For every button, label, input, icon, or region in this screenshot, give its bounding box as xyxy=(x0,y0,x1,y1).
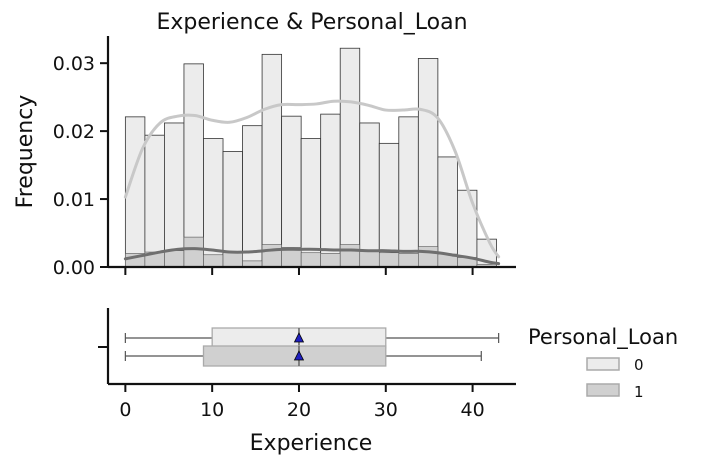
histogram-bar-series-1-bin-12 xyxy=(359,251,380,268)
box-mean-marker-series-1 xyxy=(293,350,305,361)
box-mean-marker-series-0 xyxy=(293,332,305,343)
y-tick-label: 0.02 xyxy=(53,121,95,143)
histogram-bar-series-0-bin-14 xyxy=(398,116,419,268)
histogram-bar-series-0-bin-1 xyxy=(144,134,165,268)
x-tick-label: 20 xyxy=(287,399,311,421)
legend-label-1: 1 xyxy=(634,383,644,401)
histogram-bar-series-1-bin-4 xyxy=(203,254,224,268)
histogram-panel: 0.00 0.01 0.02 0.03 xyxy=(53,36,516,279)
legend-label-0: 0 xyxy=(634,356,644,374)
histogram-bar-series-0-bin-12 xyxy=(359,122,380,268)
histogram-bar-series-0-bin-10 xyxy=(320,113,341,268)
histogram-bar-series-0-bin-2 xyxy=(164,122,185,268)
histogram-bar-series-0-bin-5 xyxy=(222,151,243,268)
histogram-bar-series-1-bin-7 xyxy=(261,244,282,268)
histogram-bar-series-0-bin-11 xyxy=(339,47,361,268)
kde-line-series-0 xyxy=(123,99,501,259)
y-tick-label: 0.00 xyxy=(53,257,95,279)
chart-title: Experience & Personal_Loan xyxy=(156,10,467,35)
x-tick-label: 0 xyxy=(119,399,131,421)
box-iqr-series-1 xyxy=(202,345,387,367)
histogram-bar-series-1-bin-15 xyxy=(418,246,439,268)
histogram-bar-series-1-bin-11 xyxy=(339,244,361,268)
histogram-bar-series-0-bin-6 xyxy=(242,125,263,268)
kde-line-series-1 xyxy=(123,247,501,266)
histogram-bar-series-0-bin-9 xyxy=(300,138,322,268)
histogram-bar-series-1-bin-10 xyxy=(320,253,341,268)
histogram-bar-series-0-bin-8 xyxy=(281,115,302,268)
histogram-bar-series-0-bin-16 xyxy=(437,156,458,268)
legend-title: Personal_Loan xyxy=(528,325,678,350)
histogram-bar-series-0-bin-4 xyxy=(203,138,224,268)
legend-swatch-1 xyxy=(586,383,620,397)
histogram-bar-series-0-bin-15 xyxy=(417,58,439,268)
histogram-bar-series-0-bin-13 xyxy=(378,142,400,268)
x-tick-label: 40 xyxy=(461,399,485,421)
histogram-bar-series-0-bin-7 xyxy=(261,53,283,268)
histogram-bar-series-1-bin-3 xyxy=(183,236,204,268)
x-tick-label: 10 xyxy=(200,399,224,421)
histogram-bar-series-1-bin-13 xyxy=(378,252,400,268)
legend: Personal_Loan 0 1 xyxy=(528,325,678,401)
histogram-bar-series-1-bin-5 xyxy=(222,252,243,268)
y-axis-label: Frequency xyxy=(13,95,38,209)
boxplot-panel: 0 10 20 30 40 xyxy=(98,308,516,421)
histogram-bar-series-0-bin-3 xyxy=(183,63,204,268)
y-tick-label: 0.01 xyxy=(53,189,95,211)
x-tick-label: 30 xyxy=(374,399,398,421)
legend-swatch-0 xyxy=(586,357,620,371)
histogram-bar-series-1-bin-2 xyxy=(164,250,185,268)
histogram-bar-series-1-bin-9 xyxy=(300,252,321,268)
x-axis-label: Experience xyxy=(250,431,373,456)
y-tick-label: 0.03 xyxy=(53,53,95,75)
histogram-bar-series-1-bin-14 xyxy=(398,253,419,268)
